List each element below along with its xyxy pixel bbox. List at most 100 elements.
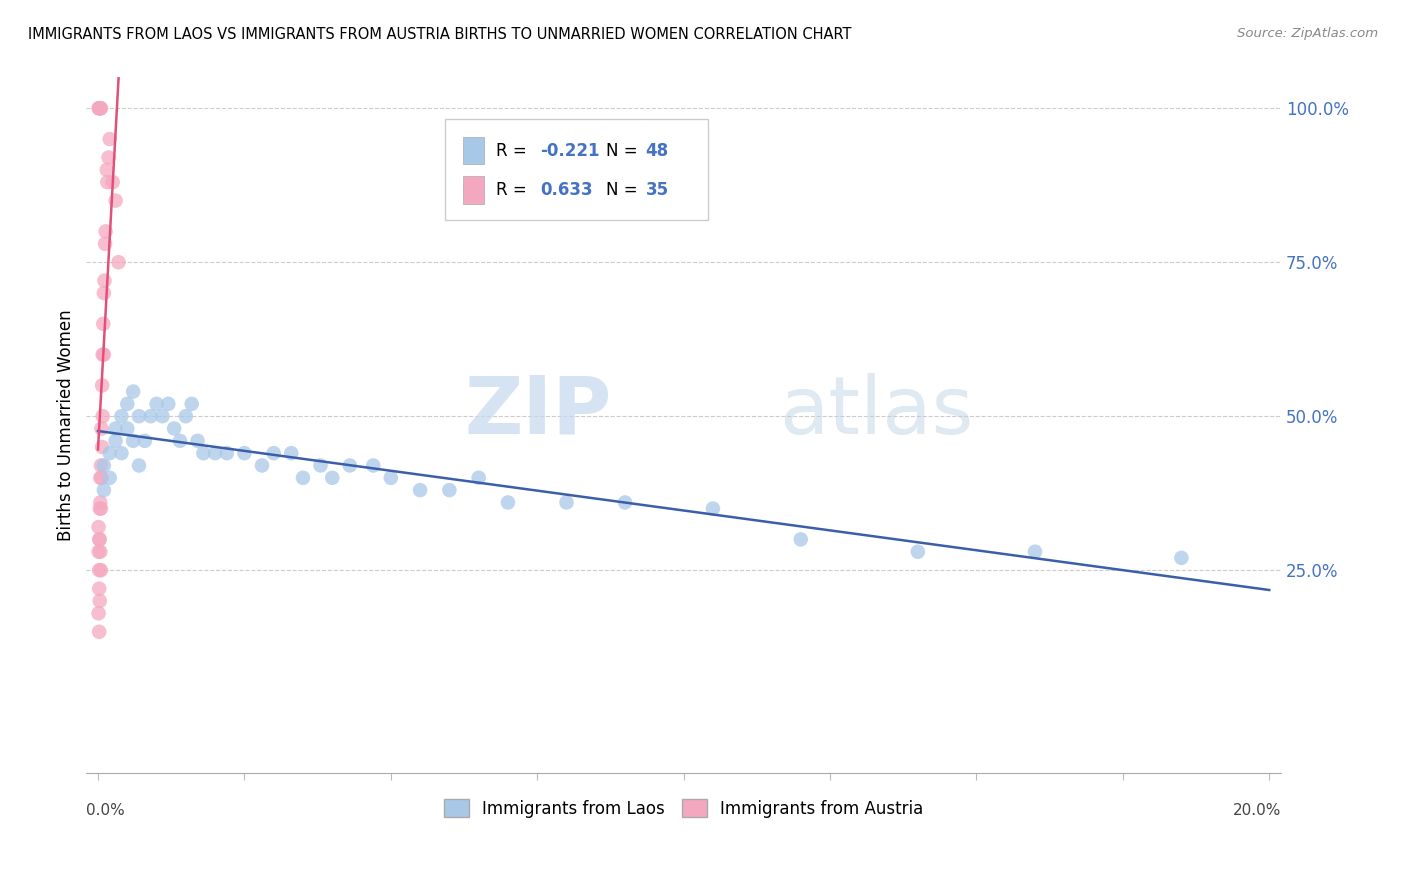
Text: 35: 35: [645, 181, 668, 199]
Point: [152, 409, 174, 424]
Point: [145, 397, 167, 411]
Point: [128, 409, 150, 424]
Point: [163, 421, 186, 435]
Text: N =: N =: [606, 181, 643, 199]
Point: [101, 175, 124, 189]
Text: Source: ZipAtlas.com: Source: ZipAtlas.com: [1237, 27, 1378, 40]
Point: [89, 101, 111, 115]
Point: [339, 458, 361, 473]
Point: [250, 458, 273, 473]
Point: [90, 421, 112, 435]
Point: [89, 533, 111, 547]
Point: [263, 446, 285, 460]
Legend: Immigrants from Laos, Immigrants from Austria: Immigrants from Laos, Immigrants from Au…: [437, 793, 929, 824]
Point: [93, 458, 115, 473]
Point: [91, 317, 114, 331]
Point: [702, 501, 724, 516]
Point: [90, 563, 112, 577]
Text: N =: N =: [606, 142, 643, 160]
Point: [361, 458, 384, 473]
Point: [117, 421, 139, 435]
Point: [174, 409, 197, 424]
Point: [90, 458, 112, 473]
Point: [89, 544, 111, 558]
Point: [89, 582, 111, 596]
Point: [87, 544, 110, 558]
Point: [110, 409, 132, 424]
Point: [309, 458, 332, 473]
Point: [107, 255, 129, 269]
Point: [321, 471, 343, 485]
Point: [122, 384, 145, 399]
Point: [90, 471, 112, 485]
Point: [97, 151, 120, 165]
Y-axis label: Births to Unmarried Women: Births to Unmarried Women: [58, 310, 75, 541]
Point: [204, 446, 226, 460]
Point: [89, 533, 111, 547]
Text: ZIP: ZIP: [465, 373, 612, 450]
Point: [134, 434, 156, 448]
Point: [215, 446, 238, 460]
Point: [93, 348, 115, 362]
Point: [89, 471, 111, 485]
Point: [98, 446, 121, 460]
Point: [93, 483, 115, 497]
Point: [291, 471, 314, 485]
Point: [87, 520, 110, 534]
Text: R =: R =: [496, 181, 531, 199]
Point: [87, 101, 110, 115]
Point: [790, 533, 813, 547]
Point: [89, 563, 111, 577]
Point: [1024, 544, 1046, 558]
Text: R =: R =: [496, 142, 531, 160]
Point: [90, 101, 112, 115]
Point: [89, 101, 111, 115]
Text: -0.221: -0.221: [540, 142, 600, 160]
Point: [439, 483, 461, 497]
Point: [91, 440, 114, 454]
Point: [104, 434, 127, 448]
Point: [98, 471, 121, 485]
Point: [94, 236, 117, 251]
FancyBboxPatch shape: [444, 120, 707, 220]
Point: [117, 397, 139, 411]
Point: [122, 434, 145, 448]
Point: [380, 471, 402, 485]
Point: [169, 434, 191, 448]
Point: [93, 285, 115, 300]
Point: [89, 101, 111, 115]
Point: [614, 495, 637, 509]
Point: [87, 607, 110, 621]
Point: [496, 495, 519, 509]
Point: [89, 624, 111, 639]
Point: [94, 224, 117, 238]
Point: [180, 397, 202, 411]
FancyBboxPatch shape: [463, 136, 484, 164]
Point: [89, 594, 111, 608]
Text: 20.0%: 20.0%: [1233, 803, 1281, 818]
Point: [89, 495, 111, 509]
Point: [1170, 550, 1192, 565]
Text: 0.0%: 0.0%: [86, 803, 125, 818]
Point: [139, 409, 162, 424]
Text: 48: 48: [645, 142, 668, 160]
Point: [555, 495, 578, 509]
Point: [157, 397, 180, 411]
Point: [96, 162, 118, 177]
Point: [104, 194, 127, 208]
Point: [93, 274, 115, 288]
Point: [89, 501, 111, 516]
Point: [128, 458, 150, 473]
Point: [280, 446, 302, 460]
Point: [98, 132, 121, 146]
FancyBboxPatch shape: [463, 177, 484, 204]
Point: [91, 409, 114, 424]
Text: 0.633: 0.633: [540, 181, 593, 199]
Point: [90, 501, 112, 516]
Point: [91, 378, 114, 392]
Point: [233, 446, 256, 460]
Text: IMMIGRANTS FROM LAOS VS IMMIGRANTS FROM AUSTRIA BIRTHS TO UNMARRIED WOMEN CORREL: IMMIGRANTS FROM LAOS VS IMMIGRANTS FROM …: [28, 27, 852, 42]
Text: atlas: atlas: [779, 373, 973, 450]
Point: [91, 348, 114, 362]
Point: [187, 434, 209, 448]
